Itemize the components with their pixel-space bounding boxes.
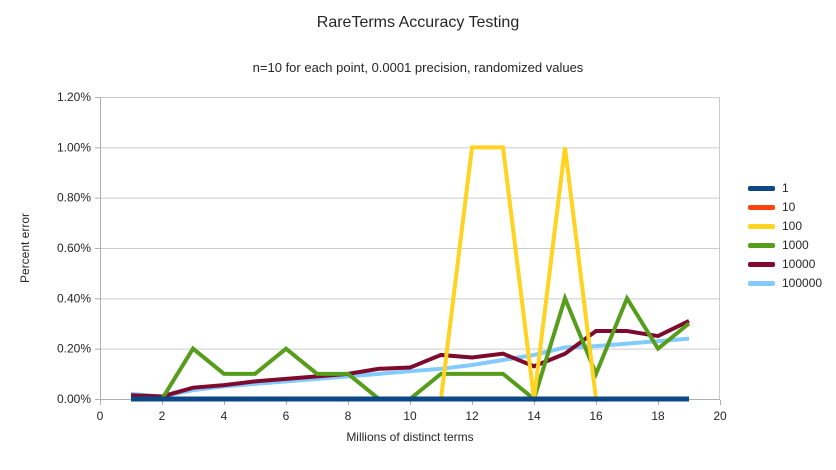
legend-item-100000: 100000 xyxy=(748,274,822,293)
legend-item-10: 10 xyxy=(748,198,822,217)
x-tick-label: 16 xyxy=(589,409,603,423)
x-tick-label: 18 xyxy=(651,409,665,423)
x-tick-label: 12 xyxy=(465,409,479,423)
legend-label: 1000 xyxy=(782,238,809,252)
legend-label: 10 xyxy=(782,200,796,214)
chart-subtitle: n=10 for each point, 0.0001 precision, r… xyxy=(252,60,584,75)
legend-label: 1 xyxy=(782,181,789,195)
series-line-10000 xyxy=(130,319,690,399)
x-tick-label: 6 xyxy=(283,409,290,423)
x-axis-title: Millions of distinct terms xyxy=(346,430,474,444)
legend: 1 10 100 1000 10000 100000 xyxy=(748,179,822,293)
legend-item-100: 100 xyxy=(748,217,822,236)
y-tick-label: 0.80% xyxy=(57,191,91,205)
legend-swatch xyxy=(748,186,775,191)
legend-label: 100 xyxy=(782,219,803,233)
x-tick-label: 2 xyxy=(159,409,166,423)
x-tick-label: 4 xyxy=(221,409,228,423)
y-tick-label: 0.40% xyxy=(57,291,91,305)
legend-swatch xyxy=(748,262,775,267)
y-axis-title: Percent error xyxy=(18,212,32,284)
legend-item-1: 1 xyxy=(748,179,822,198)
legend-label: 100000 xyxy=(782,276,823,290)
legend-label: 10000 xyxy=(782,257,816,271)
legend-item-1000: 1000 xyxy=(748,236,822,255)
y-tick-label: 0.20% xyxy=(57,342,91,356)
y-tick-label: 0.00% xyxy=(57,392,91,406)
y-tick-label: 0.60% xyxy=(57,241,91,255)
legend-swatch xyxy=(748,224,775,229)
x-tick-label: 10 xyxy=(403,409,417,423)
legend-swatch xyxy=(748,243,775,248)
x-tick-label: 14 xyxy=(527,409,541,423)
y-tick-label: 1.00% xyxy=(57,140,91,154)
x-tick-label: 0 xyxy=(97,409,104,423)
series-line-100 xyxy=(131,145,689,401)
y-tick-label: 1.20% xyxy=(57,90,91,104)
chart-title: RareTerms Accuracy Testing xyxy=(316,14,520,31)
x-tick-label: 20 xyxy=(713,409,727,423)
legend-swatch xyxy=(748,205,775,210)
legend-swatch xyxy=(748,281,775,286)
legend-item-10000: 10000 xyxy=(748,255,822,274)
x-tick-label: 8 xyxy=(345,409,352,423)
